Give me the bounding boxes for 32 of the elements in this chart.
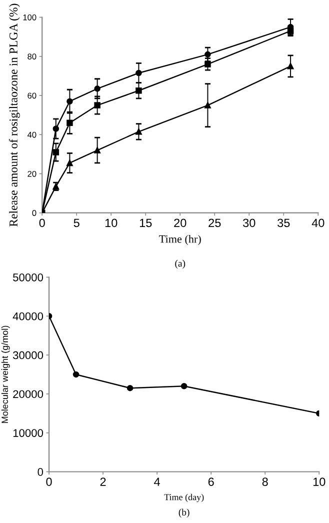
x-tick-label: 25 xyxy=(208,218,221,228)
y-axis-title: Molecular weight (g/mol) xyxy=(1,326,10,423)
y-tick-label: 100 xyxy=(23,14,36,20)
x-tick-label: 15 xyxy=(140,218,152,228)
y-tick-label: 80 xyxy=(28,54,36,60)
x-tick-label: 20 xyxy=(174,218,186,228)
x-tick-label: 8 xyxy=(262,478,268,486)
x-tick-label: 4 xyxy=(154,478,160,486)
x-tick-label: 5 xyxy=(74,218,80,228)
text: (a) xyxy=(175,260,186,269)
x-tick-label: 10 xyxy=(313,478,326,486)
x-tick-label: 10 xyxy=(105,218,118,228)
y-tick-label: 0 xyxy=(38,468,44,476)
y-tick-label: 50000 xyxy=(13,273,44,282)
x-tick-label: 6 xyxy=(208,478,214,486)
y-tick-label: 0 xyxy=(32,210,36,216)
x-axis-title: Time (hr) xyxy=(159,234,201,246)
y-tick-label: 20000 xyxy=(13,390,44,398)
y-tick-label: 30000 xyxy=(12,351,44,360)
x-tick-label: 0 xyxy=(46,478,52,486)
y-axis-title: Release amount of rosigiltaozone in PLGA (%) xyxy=(9,4,20,227)
x-tick-label: 2 xyxy=(100,478,106,486)
y-tick-label: 40 xyxy=(27,132,36,138)
y-tick-label: 40000 xyxy=(12,312,44,320)
y-tick-label: 60 xyxy=(28,92,36,99)
text: (b) xyxy=(178,508,190,518)
x-tick-label: 35 xyxy=(278,218,290,228)
x-tick-label: 30 xyxy=(243,218,256,228)
x-tick-label: 40 xyxy=(312,218,324,228)
y-tick-label: 10000 xyxy=(13,429,44,437)
y-tick-label: 20 xyxy=(28,170,36,177)
x-axis-title: Time (day) xyxy=(164,494,204,502)
